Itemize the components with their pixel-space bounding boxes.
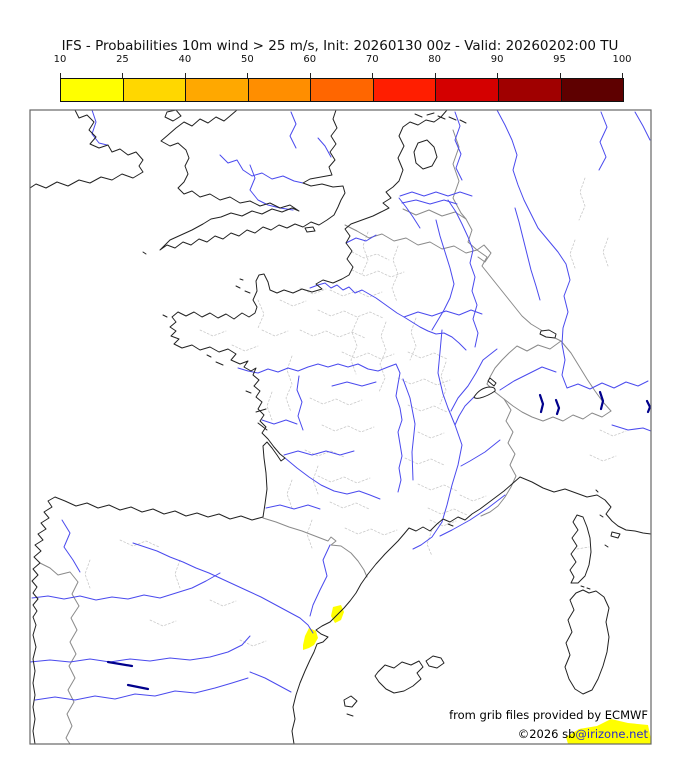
colorbar-cell: [248, 79, 312, 101]
colorbar-tick-mark: [247, 73, 249, 78]
colorbar-cell: [311, 79, 374, 101]
colorbar-cell: [436, 79, 499, 101]
department-borders: [84, 177, 627, 647]
reservoirs-alpine-lakes: [106, 390, 651, 691]
colorbar-tick-label: 70: [365, 54, 379, 65]
colorbar-cell: [373, 79, 437, 101]
colorbar-tick-label: 50: [240, 54, 254, 65]
copyright-email-link[interactable]: @irizone.net: [575, 727, 648, 741]
credit-source: from grib files provided by ECMWF: [449, 708, 648, 722]
copyright-text: ©2026 sb: [517, 727, 576, 741]
credit-copyright: ©2026 sb@irizone.net: [518, 727, 648, 741]
colorbar-tick-label: 40: [178, 54, 192, 65]
colorbar: [60, 78, 624, 102]
rivers: [30, 110, 651, 701]
map-frame: [29, 109, 652, 745]
colorbar-tick-label: 10: [53, 54, 67, 65]
colorbar-tick-label: 80: [428, 54, 442, 65]
probability-patches: [303, 605, 651, 744]
colorbar-tick-label: 95: [553, 54, 566, 65]
coastlines: [30, 110, 651, 744]
colorbar-cell: [123, 79, 187, 101]
country-borders: [39, 129, 612, 744]
colorbar-tick-mark: [184, 73, 186, 78]
colorbar-tick-mark: [559, 73, 561, 78]
colorbar-tick-mark: [372, 73, 374, 78]
colorbar-tick-mark: [122, 73, 124, 78]
colorbar-tick-mark: [434, 73, 436, 78]
colorbar-tick-mark: [622, 73, 623, 78]
colorbar-tick-label: 60: [303, 54, 317, 65]
colorbar-cell: [498, 79, 562, 101]
lakes: [413, 139, 557, 399]
map-title: IFS - Probabilities 10m wind > 25 m/s, I…: [61, 38, 619, 54]
colorbar-cell: [561, 79, 624, 101]
colorbar-tick-mark: [497, 73, 499, 78]
colorbar-tick-label: 25: [116, 54, 129, 65]
map-layers: [30, 110, 651, 744]
colorbar-tick-label: 90: [490, 54, 504, 65]
colorbar-cell: [61, 79, 124, 101]
colorbar-tick-mark: [60, 73, 61, 78]
colorbar-tick-mark: [309, 73, 311, 78]
colorbar-cell: [186, 79, 249, 101]
colorbar-tick-label: 100: [612, 54, 632, 65]
islands: [142, 110, 621, 717]
